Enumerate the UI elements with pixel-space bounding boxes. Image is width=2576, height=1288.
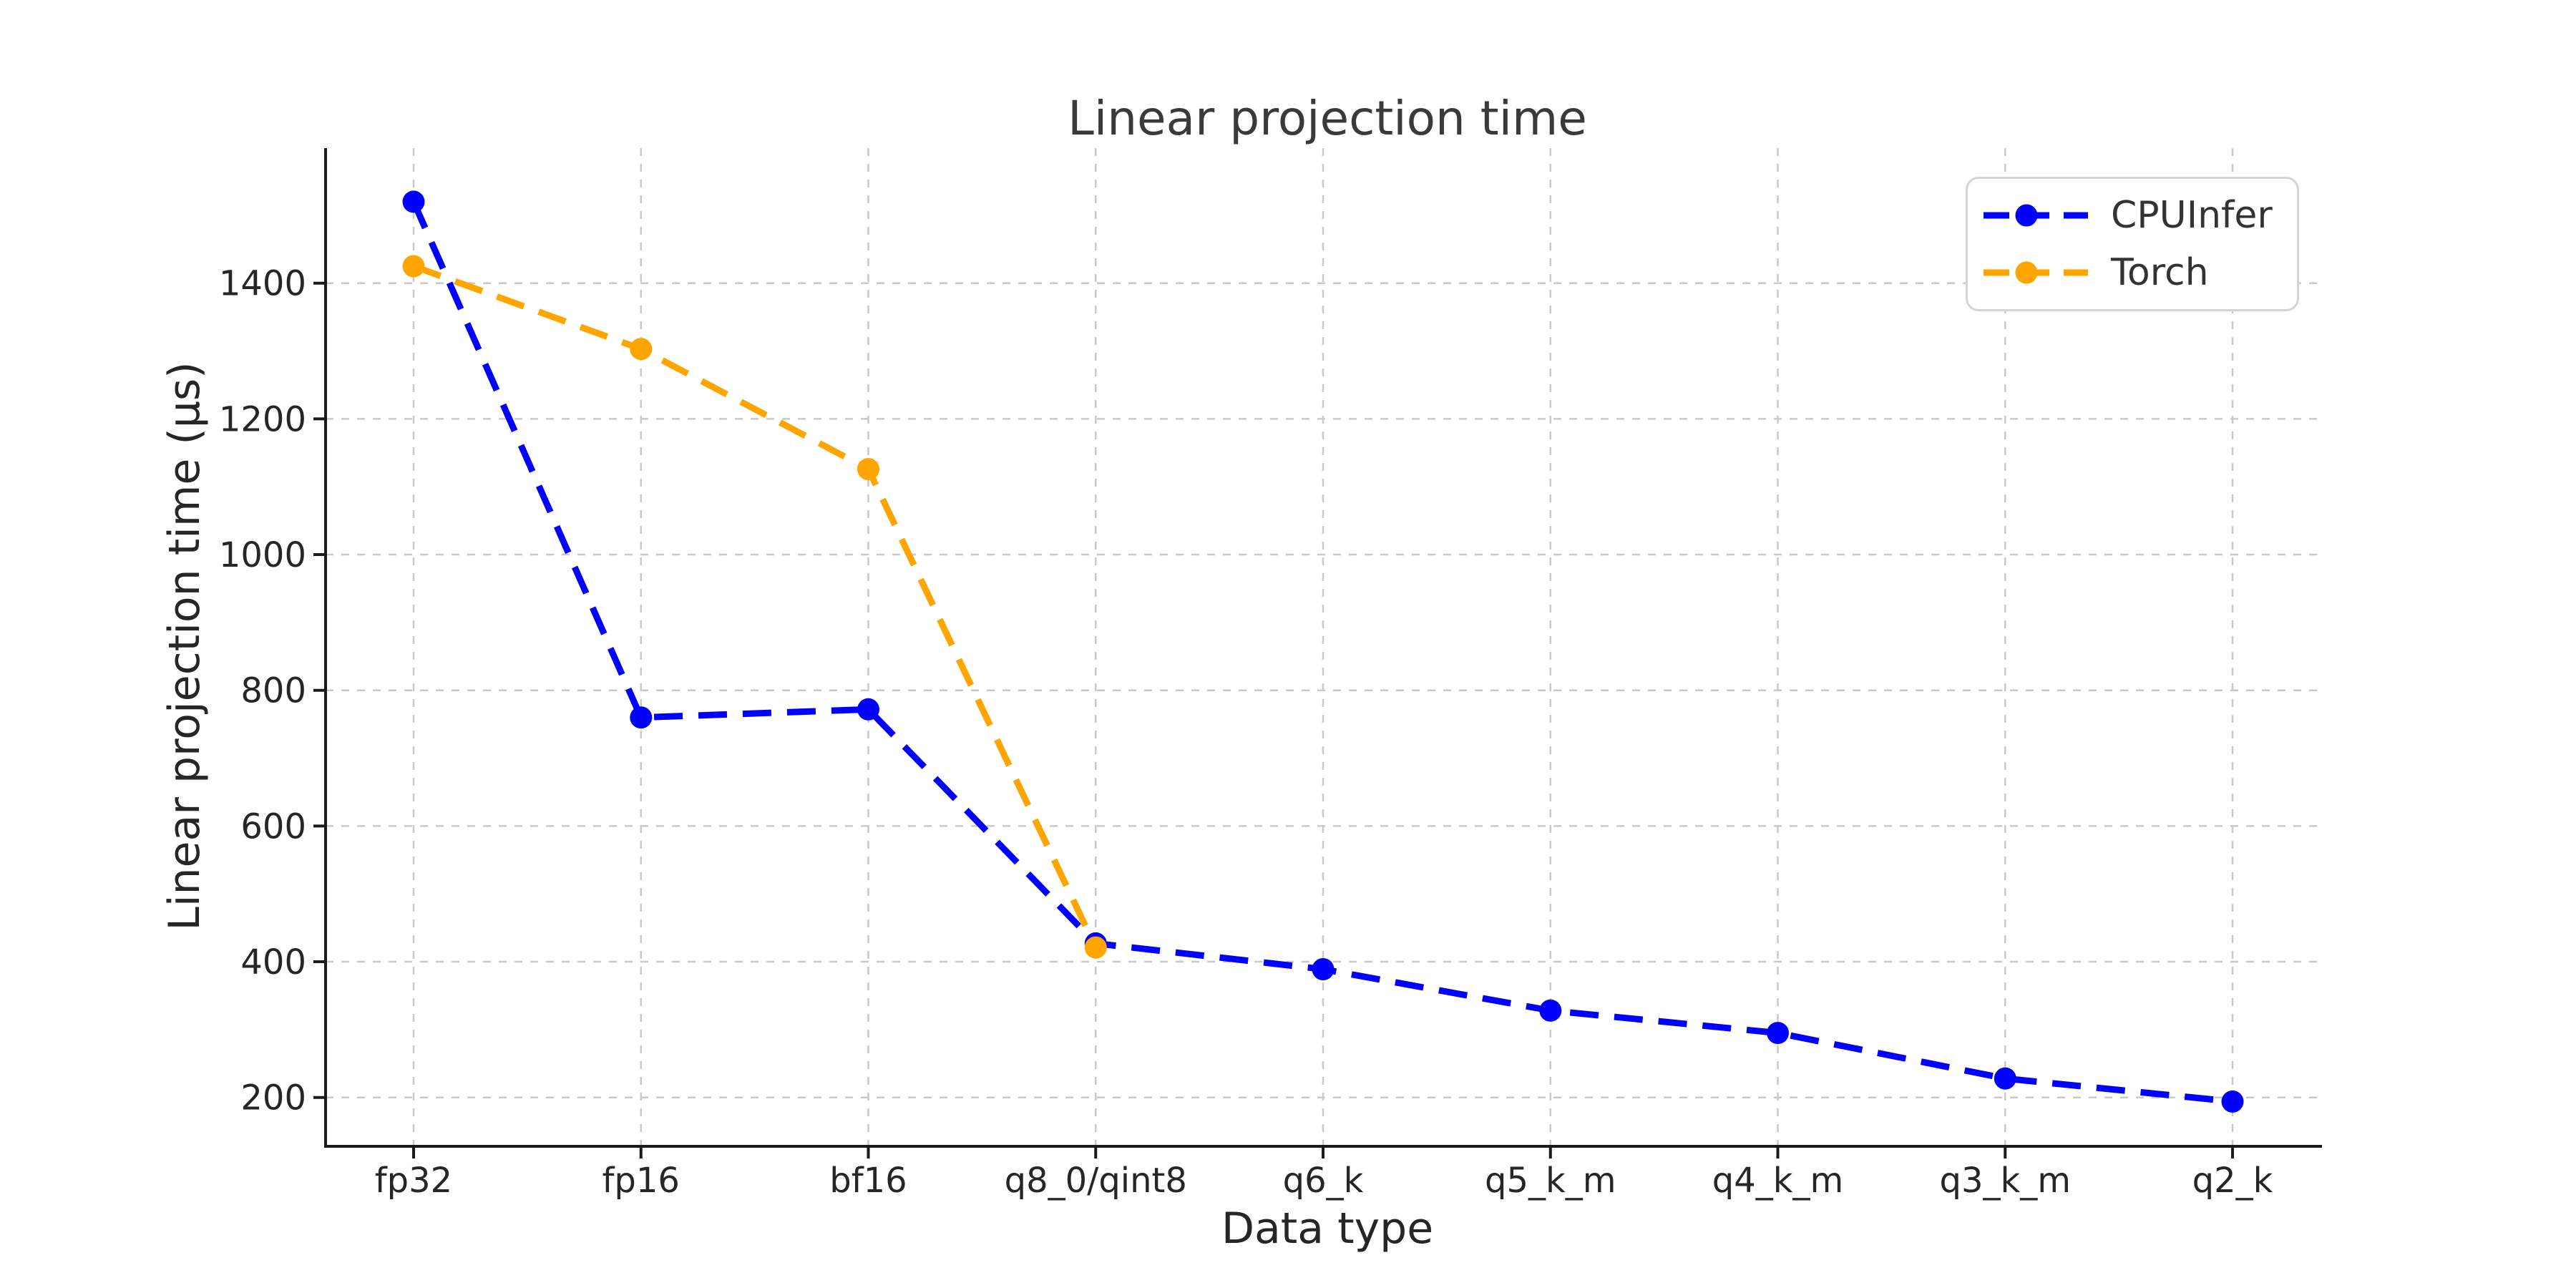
y-tick-label: 1000 [219, 535, 306, 575]
x-tick-label: q5_k_m [1485, 1161, 1616, 1201]
data-point-torch [1084, 936, 1107, 959]
x-tick-label: q8_0/qint8 [1005, 1161, 1187, 1201]
legend-line-sample [1984, 204, 2088, 227]
data-point-torch [630, 338, 653, 361]
y-tick-label: 600 [240, 806, 306, 847]
data-point-torch [402, 255, 425, 278]
legend-line-sample [1984, 261, 2088, 284]
x-tick-label: bf16 [829, 1161, 907, 1201]
data-point-torch [857, 458, 879, 481]
legend: CPUInfer Torch [1966, 177, 2299, 311]
legend-marker-icon [2015, 204, 2038, 227]
x-tick-label: q3_k_m [1939, 1161, 2071, 1201]
x-tick-label: q4_k_m [1712, 1161, 1844, 1201]
data-point-cpuinfer [1312, 958, 1335, 980]
y-tick-label: 800 [240, 671, 306, 711]
data-point-cpuinfer [2221, 1090, 2244, 1113]
y-tick-label: 1400 [219, 264, 306, 304]
y-axis-label: Linear projection time (μs) [160, 361, 210, 931]
x-axis-label: Data type [1221, 1204, 1434, 1254]
data-point-cpuinfer [1994, 1067, 2016, 1090]
legend-marker-icon [2015, 261, 2038, 284]
data-point-cpuinfer [1767, 1022, 1789, 1045]
legend-label: Torch [2111, 251, 2209, 295]
series-line-torch [412, 263, 1099, 950]
data-point-cpuinfer [857, 698, 879, 721]
data-point-cpuinfer [630, 706, 653, 729]
y-tick-label: 1200 [219, 399, 306, 439]
legend-item: CPUInfer [1982, 194, 2297, 237]
legend-item: Torch [1982, 251, 2297, 294]
x-tick-label: fp32 [375, 1161, 452, 1201]
data-point-cpuinfer [1539, 999, 1562, 1022]
y-tick-label: 200 [240, 1078, 306, 1118]
data-point-cpuinfer [402, 190, 425, 213]
legend-label: CPUInfer [2111, 193, 2273, 237]
chart-title: Linear projection time [1068, 91, 1587, 146]
x-tick-label: q6_k [1283, 1161, 1364, 1201]
y-tick-label: 400 [240, 942, 306, 982]
x-tick-label: q2_k [2192, 1161, 2273, 1201]
x-tick-label: fp16 [602, 1161, 680, 1201]
